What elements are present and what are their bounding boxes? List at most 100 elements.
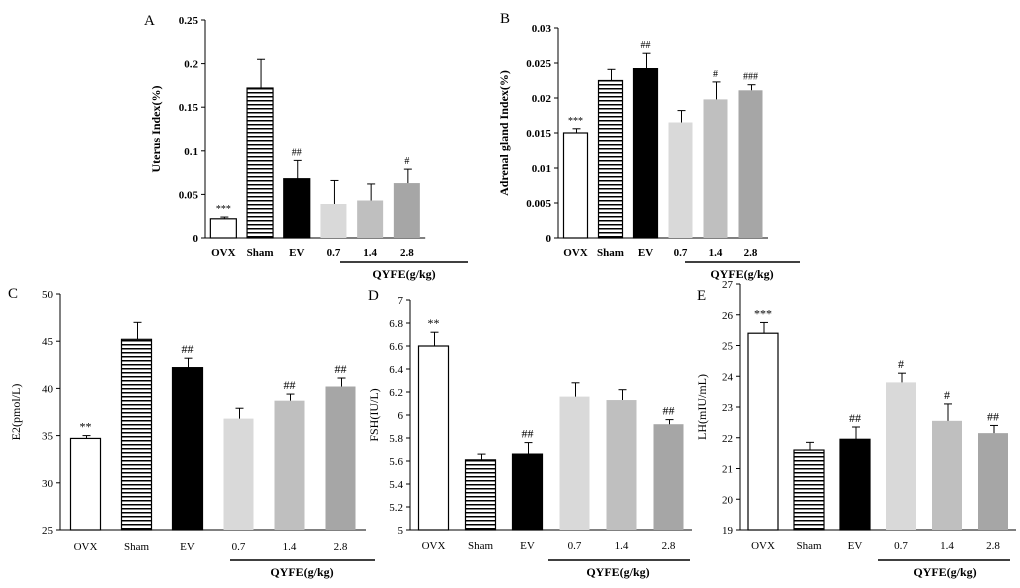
y-tick-label: 6: [398, 410, 404, 422]
y-tick-label: 50: [42, 289, 54, 301]
x-category-label: EV: [180, 541, 195, 553]
y-axis-label: E2(pmol/L): [9, 384, 23, 441]
significance-label: #: [898, 357, 904, 371]
group-label: QYFE(g/kg): [710, 267, 773, 281]
y-tick-label: 23: [722, 402, 734, 414]
x-category-label: Sham: [796, 540, 822, 552]
x-category-label: 1.4: [615, 540, 629, 552]
significance-label: ***: [216, 204, 231, 215]
x-category-label: 1.4: [709, 247, 723, 259]
chart-panel-d: D FSH(IU/L) 5 5.2 5.4 5.6 5.8 6 6.2 6.4 6.6 6.8 7 ** O…: [367, 288, 692, 579]
significance-label: **: [80, 420, 92, 434]
bar-EV: [511, 453, 544, 531]
y-tick-label: 19: [722, 525, 734, 537]
bar-2.8: [738, 90, 763, 238]
significance-label: ##: [849, 411, 861, 425]
chart-panel-b: B Adrenal gland Index(%) 0 0.005 0.01 0.015 0.…: [497, 11, 800, 281]
bar-OVX: [747, 332, 779, 531]
panel-letter: E: [697, 288, 706, 304]
group-label: QYFE(g/kg): [913, 565, 976, 579]
y-tick-label: 0.25: [179, 15, 199, 27]
significance-label: ***: [754, 306, 772, 320]
y-tick-label: 45: [42, 336, 54, 348]
bar-Sham: [120, 338, 153, 531]
significance-label: ***: [568, 116, 583, 127]
y-tick-label: 27: [722, 279, 734, 291]
bar-Sham: [464, 459, 497, 531]
bar-Sham: [246, 87, 274, 239]
y-tick-label: 21: [722, 464, 733, 476]
bar-1.4: [357, 200, 384, 238]
x-category-label: EV: [848, 540, 863, 552]
y-tick-label: 7: [398, 295, 404, 307]
significance-label: **: [428, 316, 440, 330]
x-category-label: 1.4: [940, 540, 954, 552]
bar-1.4: [606, 400, 637, 530]
y-tick-label: 20: [722, 494, 734, 506]
significance-label: #: [404, 156, 409, 167]
bar-2.8: [393, 183, 420, 238]
x-category-label: Sham: [247, 247, 274, 259]
bar-Sham: [793, 449, 825, 531]
x-category-label: OVX: [422, 540, 446, 552]
x-category-label: Sham: [468, 540, 494, 552]
y-tick-label: 0.2: [184, 59, 198, 71]
y-tick-label: 5: [398, 525, 404, 537]
bar-OVX: [69, 437, 102, 531]
significance-label: ##: [522, 427, 534, 441]
y-tick-label: 0: [546, 233, 552, 245]
bar-EV: [632, 67, 659, 239]
significance-label: ###: [743, 72, 758, 83]
x-category-label: 0.7: [894, 540, 908, 552]
bar-OVX: [209, 218, 237, 239]
y-tick-label: 6.8: [389, 318, 403, 330]
y-tick-label: 40: [42, 383, 54, 395]
chart-panel-c: C E2(pmol/L) 25 30 35 40 45 50 ** OVX Sham ## EV 0.7 #…: [8, 286, 375, 579]
x-category-label: EV: [638, 247, 653, 259]
y-axis-label: Adrenal gland Index(%): [497, 70, 511, 196]
y-tick-label: 0.05: [179, 189, 199, 201]
x-category-label: OVX: [74, 541, 98, 553]
x-category-label: 2.8: [662, 540, 676, 552]
bar-0.7: [559, 396, 590, 530]
y-tick-label: 6.2: [389, 387, 403, 399]
x-category-label: Sham: [124, 541, 150, 553]
x-category-label: EV: [289, 247, 304, 259]
chart-panel-e: E LH(mIU/mL) 19 20 21 22 23 24 25 26 27 *** OVX Sham #…: [695, 279, 1016, 579]
x-category-label: EV: [520, 540, 535, 552]
y-tick-label: 0.03: [532, 23, 552, 35]
significance-label: ##: [292, 147, 302, 158]
chart-panel-a: A Uterus Index(%) 0 0.05 0.1 0.15 0.2 0.25 *** OV…: [144, 13, 468, 281]
bar-0.7: [320, 203, 347, 238]
y-axis-label: Uterus Index(%): [149, 86, 163, 173]
x-category-label: 0.7: [232, 541, 246, 553]
y-axis-label: FSH(IU/L): [367, 388, 381, 441]
y-tick-label: 0.005: [526, 198, 551, 210]
bar-1.4: [932, 420, 962, 530]
x-category-label: OVX: [751, 540, 775, 552]
bar-0.7: [668, 122, 693, 238]
significance-label: ##: [182, 342, 194, 356]
y-tick-label: 25: [42, 525, 54, 537]
y-tick-label: 25: [722, 341, 734, 353]
bar-2.8: [653, 424, 684, 530]
bar-2.8: [978, 433, 1008, 530]
bar-Sham: [597, 79, 624, 239]
significance-label: ##: [335, 362, 347, 376]
bar-0.7: [886, 382, 916, 530]
panel-letter: C: [8, 286, 18, 302]
x-category-label: 0.7: [327, 247, 341, 259]
significance-label: ##: [663, 404, 675, 418]
panel-letter: A: [144, 13, 155, 29]
bar-EV: [283, 178, 311, 239]
bar-1.4: [274, 400, 305, 530]
y-tick-label: 22: [722, 433, 733, 445]
bar-EV: [171, 367, 204, 531]
significance-label: ##: [987, 409, 999, 423]
y-tick-label: 5.4: [389, 479, 403, 491]
significance-label: #: [944, 388, 950, 402]
bar-1.4: [703, 99, 728, 239]
y-axis-label: LH(mIU/mL): [695, 374, 709, 440]
x-category-label: Sham: [597, 247, 624, 259]
y-tick-label: 0.015: [526, 128, 551, 140]
